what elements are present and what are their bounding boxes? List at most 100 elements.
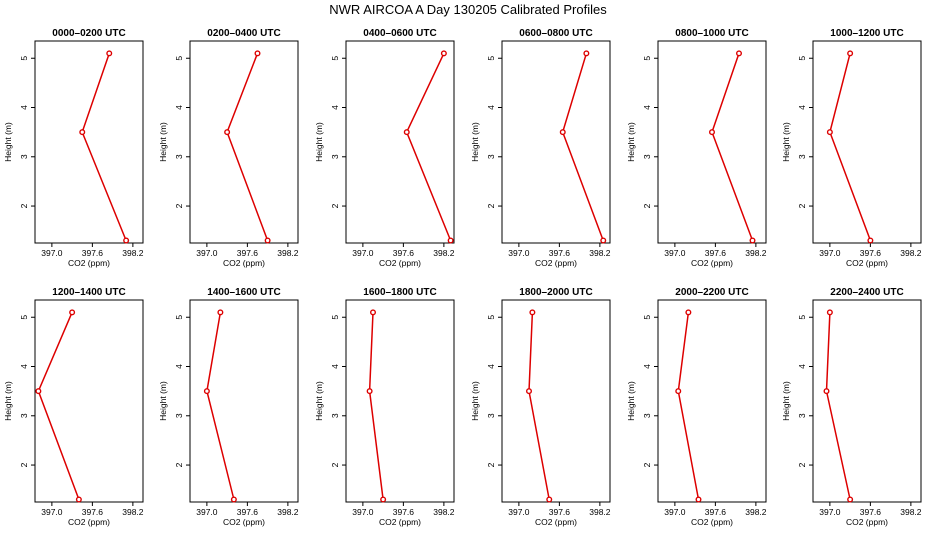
y-tick-label: 2 — [797, 203, 807, 208]
y-tick-label: 2 — [642, 462, 652, 467]
y-axis-label: Height (m) — [470, 381, 480, 421]
panel-title: 1800–2000 UTC — [519, 287, 592, 298]
figure-title: NWR AIRCOA A Day 130205 Calibrated Profi… — [329, 2, 607, 17]
x-tick-label: 397.6 — [860, 507, 882, 517]
profile-point — [35, 388, 42, 395]
x-axis-label: CO2 (ppm) — [691, 258, 733, 268]
profile-point — [600, 237, 607, 244]
x-tick-label: 397.0 — [352, 248, 374, 258]
y-axis-label: Height (m) — [158, 381, 168, 421]
profile-panel: 0000–0200 UTC 397.0 397.6 398.2 2 3 4 5 CO2 (ppm… — [3, 28, 144, 268]
x-tick-label: 397.0 — [196, 507, 218, 517]
profile-point — [106, 50, 113, 57]
profile-point — [546, 496, 553, 503]
x-tick-label: 398.2 — [745, 507, 767, 517]
profile-point — [736, 50, 743, 57]
plot-frame — [501, 299, 611, 503]
y-tick-label: 5 — [486, 315, 496, 320]
panel-title: 1600–1800 UTC — [363, 287, 436, 298]
y-tick-label: 4 — [19, 364, 29, 369]
profile-panel: 1800–2000 UTC 397.0 397.6 398.2 2 3 4 5 CO2 (ppm… — [470, 287, 611, 527]
plot-frame — [34, 299, 144, 503]
x-tick-label: 398.2 — [122, 248, 144, 258]
panel-title: 1400–1600 UTC — [207, 287, 280, 298]
y-axis-label: Height (m) — [314, 122, 324, 162]
x-tick-label: 397.0 — [508, 507, 530, 517]
profile-point — [230, 496, 237, 503]
y-tick-label: 2 — [486, 462, 496, 467]
y-tick-label: 4 — [486, 364, 496, 369]
profile-point — [217, 309, 224, 316]
panel-title: 0200–0400 UTC — [207, 28, 280, 39]
y-tick-label: 3 — [797, 413, 807, 418]
y-tick-label: 2 — [797, 462, 807, 467]
panel-grid: 0000–0200 UTC 397.0 397.6 398.2 2 3 4 5 CO2 (ppm… — [3, 28, 922, 527]
profile-point — [69, 309, 76, 316]
y-tick-label: 5 — [174, 315, 184, 320]
plot-frame — [657, 299, 767, 503]
x-tick-label: 398.2 — [433, 248, 455, 258]
x-tick-label: 398.2 — [122, 507, 144, 517]
profile-point — [203, 388, 210, 395]
profile-point — [695, 496, 702, 503]
x-axis-label: CO2 (ppm) — [379, 258, 421, 268]
profile-point — [447, 237, 454, 244]
x-tick-label: 398.2 — [900, 248, 922, 258]
profile-point — [847, 50, 854, 57]
x-axis-label: CO2 (ppm) — [379, 517, 421, 527]
profile-panel: 1600–1800 UTC 397.0 397.6 398.2 2 3 4 5 CO2 (ppm… — [314, 287, 455, 527]
plot-frame — [189, 299, 299, 503]
plot-frame — [812, 40, 922, 244]
x-axis-label: CO2 (ppm) — [535, 517, 577, 527]
profile-point — [826, 309, 833, 316]
y-tick-label: 3 — [19, 154, 29, 159]
y-tick-label: 4 — [174, 364, 184, 369]
plot-frame — [189, 40, 299, 244]
profile-point — [559, 129, 566, 136]
y-tick-label: 4 — [330, 364, 340, 369]
profile-point — [675, 388, 682, 395]
panel-title: 0400–0600 UTC — [363, 28, 436, 39]
x-tick-label: 397.0 — [196, 248, 218, 258]
profile-point — [685, 309, 692, 316]
x-tick-label: 397.6 — [705, 248, 727, 258]
x-tick-label: 397.0 — [664, 248, 686, 258]
plot-frame — [812, 299, 922, 503]
panel-title: 0600–0800 UTC — [519, 28, 592, 39]
profile-point — [264, 237, 271, 244]
x-axis-label: CO2 (ppm) — [68, 258, 110, 268]
y-tick-label: 3 — [330, 154, 340, 159]
y-tick-label: 2 — [330, 203, 340, 208]
x-tick-label: 398.2 — [900, 507, 922, 517]
x-axis-label: CO2 (ppm) — [846, 517, 888, 527]
profile-point — [75, 496, 82, 503]
x-axis-label: CO2 (ppm) — [223, 517, 265, 527]
y-tick-label: 3 — [174, 413, 184, 418]
panel-title: 1200–1400 UTC — [52, 287, 125, 298]
panel-title: 0800–1000 UTC — [675, 28, 748, 39]
y-tick-label: 3 — [174, 154, 184, 159]
plot-frame — [345, 40, 455, 244]
profile-panel: 0600–0800 UTC 397.0 397.6 398.2 2 3 4 5 CO2 (ppm… — [470, 28, 611, 268]
y-axis-label: Height (m) — [3, 381, 13, 421]
x-tick-label: 397.0 — [41, 248, 63, 258]
y-tick-label: 5 — [797, 315, 807, 320]
profile-panel: 0200–0400 UTC 397.0 397.6 398.2 2 3 4 5 CO2 (ppm… — [158, 28, 299, 268]
x-axis-label: CO2 (ppm) — [223, 258, 265, 268]
plot-frame — [501, 40, 611, 244]
y-axis-label: Height (m) — [3, 122, 13, 162]
y-axis-label: Height (m) — [626, 381, 636, 421]
y-tick-label: 3 — [330, 413, 340, 418]
x-tick-label: 397.6 — [237, 248, 259, 258]
profile-panel: 1000–1200 UTC 397.0 397.6 398.2 2 3 4 5 CO2 (ppm… — [781, 28, 922, 268]
y-tick-label: 5 — [19, 56, 29, 61]
profile-point — [370, 309, 377, 316]
y-tick-label: 4 — [797, 364, 807, 369]
y-axis-label: Height (m) — [626, 122, 636, 162]
profile-panel: 2200–2400 UTC 397.0 397.6 398.2 2 3 4 5 CO2 (ppm… — [781, 287, 922, 527]
y-tick-label: 4 — [330, 105, 340, 110]
y-tick-label: 3 — [642, 413, 652, 418]
profile-point — [254, 50, 261, 57]
